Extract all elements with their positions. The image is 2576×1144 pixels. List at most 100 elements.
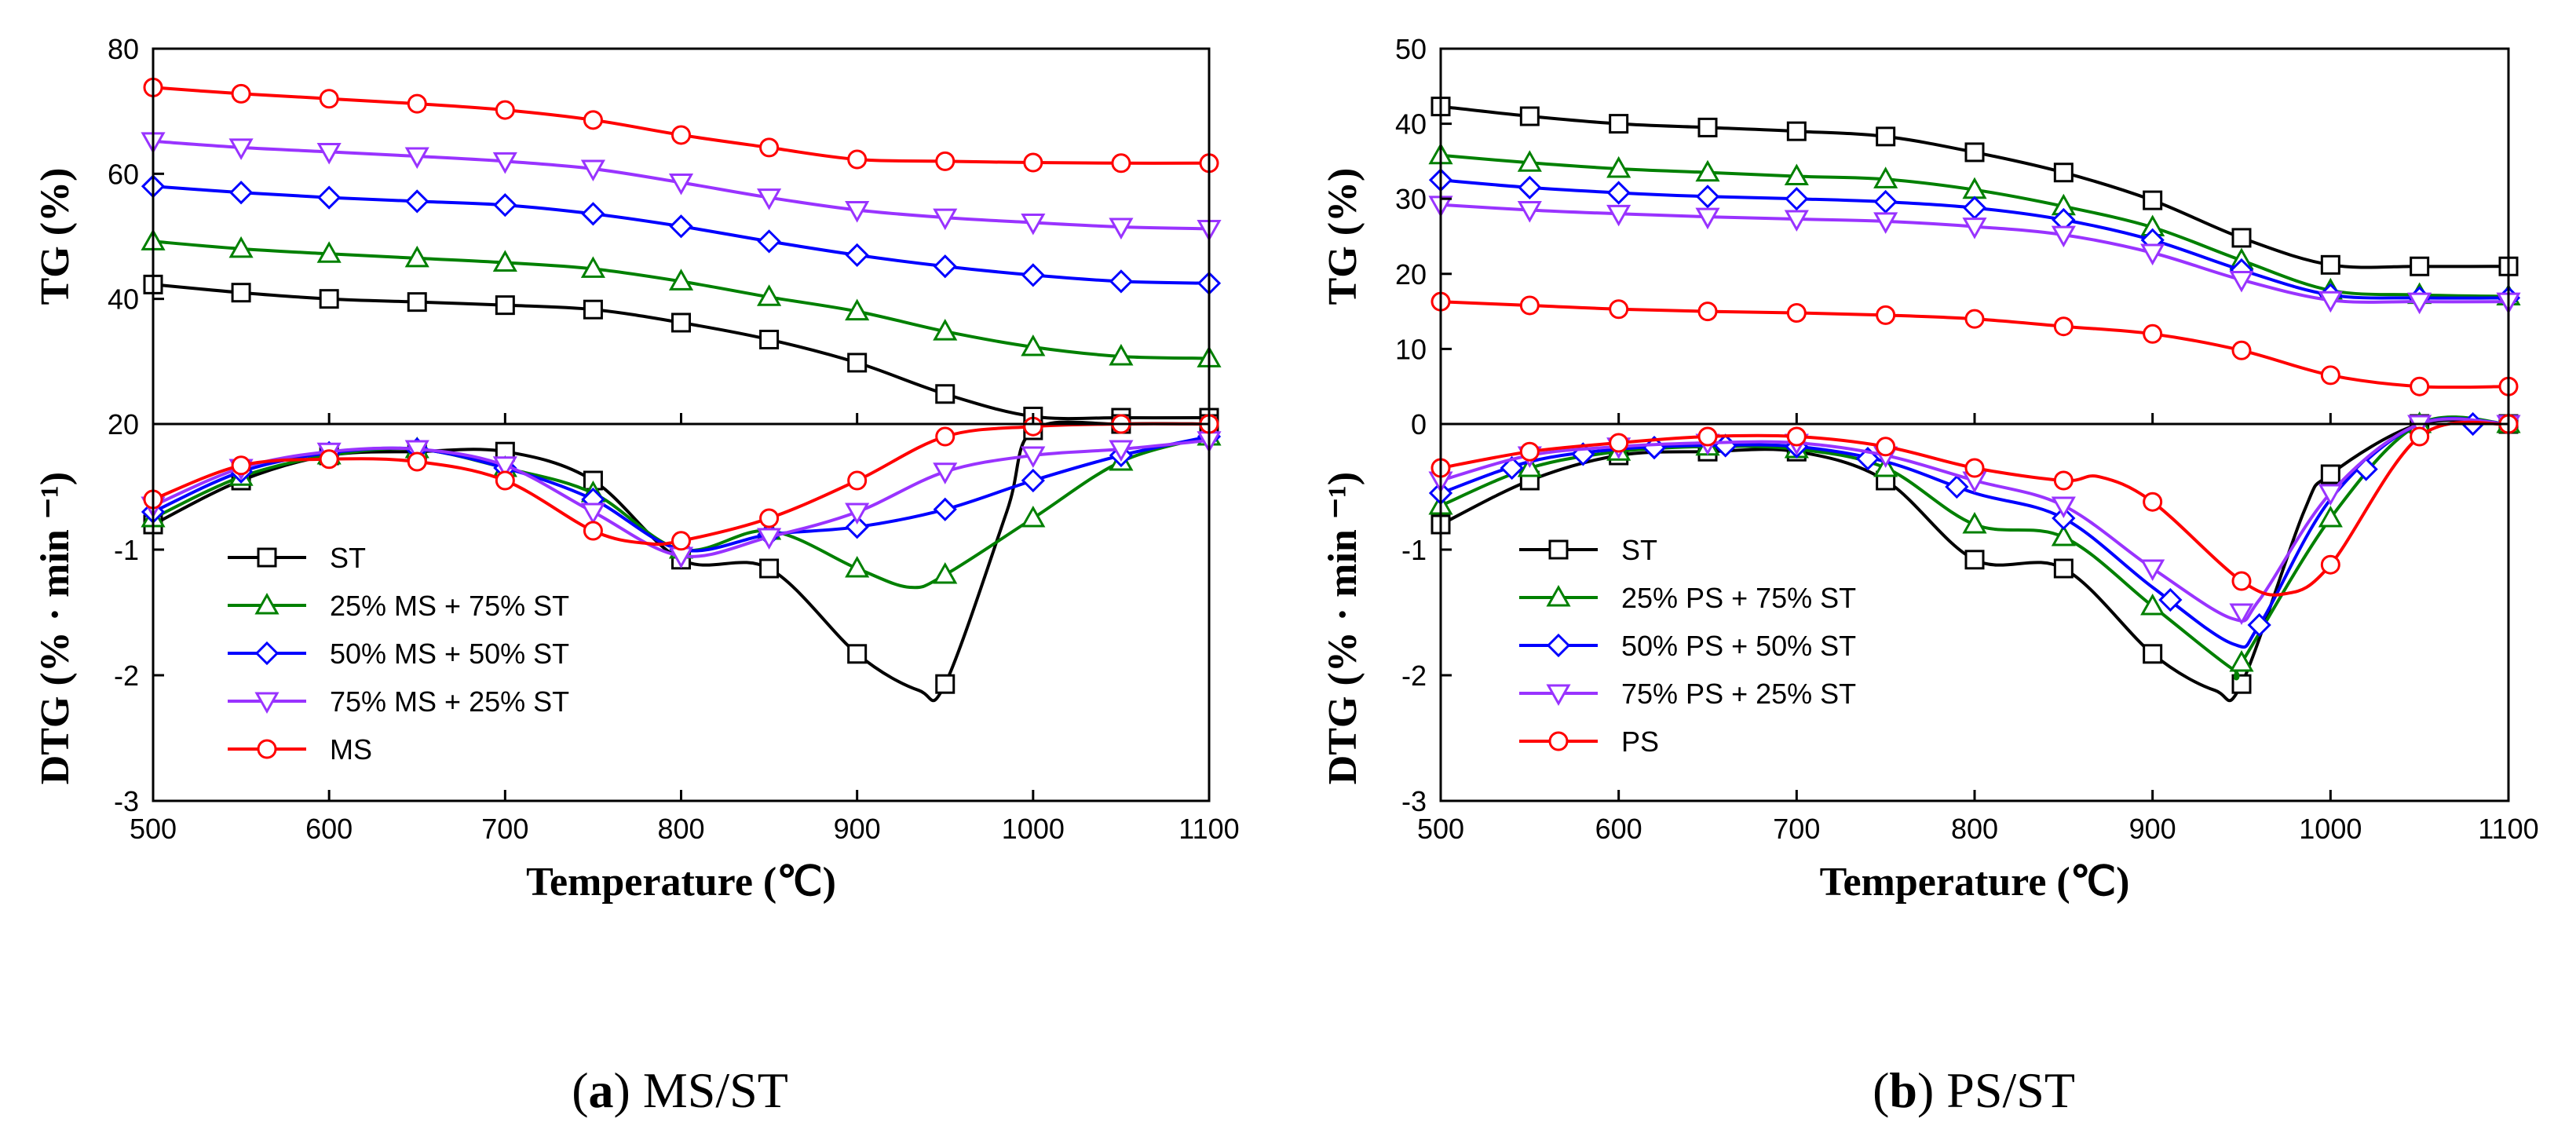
legend-item: 25% MS + 75% ST — [228, 590, 569, 622]
tg-point — [316, 241, 342, 263]
tg-point — [1695, 207, 1720, 230]
tg-point — [1518, 175, 1542, 199]
tg-point — [319, 289, 339, 309]
caption-paren: ) — [1917, 1062, 1946, 1118]
tg-point — [228, 236, 254, 258]
caption-letter: b — [1889, 1062, 1917, 1118]
dtg-point — [1964, 550, 1985, 570]
tg-point — [1873, 189, 1898, 214]
dtg-y-tick-label: -1 — [114, 534, 139, 566]
tg-point — [933, 319, 958, 341]
tg-point — [845, 201, 870, 223]
tg-point — [495, 295, 515, 316]
x-tick-label: 1000 — [1002, 813, 1065, 845]
legend-item: ST — [1519, 534, 1657, 566]
tg-point — [1786, 121, 1807, 141]
x-tick-label: 900 — [2129, 813, 2176, 845]
tg-point — [316, 142, 342, 165]
dtg-point — [2229, 603, 2254, 626]
tg-line — [152, 283, 1210, 421]
dtg-point — [2410, 426, 2430, 447]
dtg-point — [2140, 559, 2165, 582]
dtg-point — [2318, 505, 2343, 528]
tg-point — [1873, 212, 1898, 234]
tg-point — [1876, 305, 1896, 325]
tg-point — [228, 138, 254, 160]
tg-point — [1964, 309, 1985, 329]
legend-marker — [257, 739, 277, 759]
tg-y-tick-label: 60 — [108, 158, 139, 190]
tg-point — [757, 188, 782, 210]
caption-text: MS/ST — [643, 1062, 788, 1118]
tg-y-tick-label: 40 — [108, 283, 139, 316]
dtg-y-tick-label: -3 — [114, 785, 139, 817]
tg-point — [580, 159, 605, 182]
dtg-point — [2053, 558, 2074, 579]
tg-y-tick-label: 50 — [1395, 33, 1427, 65]
dtg-point — [1962, 511, 1987, 534]
tg-point — [495, 100, 515, 120]
tg-point — [1517, 201, 1542, 223]
legend-label: PS — [1621, 726, 1659, 758]
tg-point — [935, 151, 955, 171]
tg-point — [2407, 292, 2432, 315]
dtg-point — [1500, 455, 1524, 481]
tg-point — [847, 353, 868, 373]
tg-y-tick-label: 20 — [108, 408, 139, 440]
legend-label: 50% MS + 50% ST — [330, 638, 569, 670]
legend-marker — [1546, 584, 1571, 607]
dtg-point — [2229, 649, 2254, 672]
tg-point — [1023, 152, 1043, 173]
dtg-point — [847, 644, 868, 664]
legend-label: ST — [330, 542, 366, 574]
caption-letter: a — [589, 1062, 614, 1118]
tg-point — [668, 173, 694, 196]
tg-point — [935, 384, 955, 404]
legend-label: MS — [330, 733, 372, 766]
legend-item: 75% MS + 25% ST — [228, 685, 569, 718]
x-tick-label: 800 — [657, 813, 704, 845]
tg-point — [1609, 114, 1629, 134]
tg-point — [492, 250, 517, 272]
dtg-axis-title: DTG (% · min ⁻¹) — [33, 472, 78, 784]
tg-point — [2053, 163, 2074, 183]
x-tick-label: 500 — [1417, 813, 1464, 845]
legend-label: 25% MS + 75% ST — [330, 590, 569, 622]
legend-marker — [1546, 633, 1571, 658]
series-50-ps-50-st — [1428, 168, 2521, 649]
tg-point — [1519, 106, 1540, 126]
tg-point — [319, 89, 339, 109]
legend-item: 50% MS + 50% ST — [228, 638, 569, 670]
x-tick-label: 700 — [1773, 813, 1820, 845]
legend-item: ST — [228, 542, 366, 574]
tg-point — [1695, 185, 1720, 209]
tg-point — [2229, 270, 2254, 293]
tg-point — [1786, 303, 1807, 323]
legend-item: MS — [228, 733, 372, 766]
dtg-point — [759, 558, 780, 579]
dtg-point — [492, 456, 517, 478]
dtg-point — [2318, 484, 2343, 506]
tg-point — [1697, 302, 1718, 322]
series-st — [143, 274, 1219, 703]
tg-point — [1876, 126, 1896, 147]
tg-axis-title: TG (%) — [33, 168, 78, 305]
tg-point — [668, 269, 694, 291]
tg-point — [1697, 117, 1718, 137]
tg-point — [2143, 190, 2163, 210]
dtg-point — [757, 528, 782, 550]
tg-axis-title: TG (%) — [1321, 168, 1365, 305]
dtg-point — [580, 503, 605, 525]
dtg-point — [1786, 426, 1807, 447]
tg-point — [1519, 295, 1540, 316]
tg-point — [669, 214, 693, 239]
tg-point — [2051, 225, 2076, 248]
tg-y-tick-label: 20 — [1395, 258, 1427, 291]
panel-caption: (b) PS/ST — [1873, 1062, 2075, 1118]
x-tick-label: 1100 — [2478, 813, 2538, 845]
legend-label: ST — [1621, 534, 1657, 566]
tg-point — [1606, 155, 1631, 178]
dtg-point — [404, 440, 429, 462]
legend-item: 25% PS + 75% ST — [1519, 582, 1856, 614]
